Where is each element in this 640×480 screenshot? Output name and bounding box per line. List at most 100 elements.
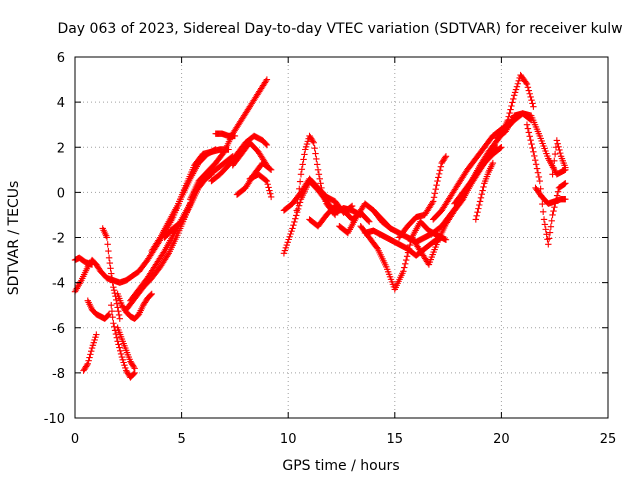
y-tick-label: -2 bbox=[52, 232, 65, 247]
data-point bbox=[550, 164, 557, 171]
data-point bbox=[266, 187, 273, 194]
y-tick-label: -10 bbox=[44, 412, 65, 427]
data-point bbox=[284, 239, 291, 246]
data-point bbox=[262, 140, 270, 148]
data-point bbox=[303, 140, 311, 148]
x-tick-label: 20 bbox=[493, 432, 510, 447]
data-point bbox=[536, 177, 543, 185]
data-point bbox=[549, 211, 556, 219]
y-tick-label: -8 bbox=[52, 367, 65, 382]
x-tick-label: 0 bbox=[71, 432, 79, 447]
data-point bbox=[513, 83, 521, 90]
data-point bbox=[164, 251, 172, 258]
data-point bbox=[474, 209, 481, 216]
data-point bbox=[515, 77, 522, 85]
data-point bbox=[527, 136, 534, 144]
data-point bbox=[285, 236, 292, 243]
data-point bbox=[292, 215, 299, 222]
data-point bbox=[116, 347, 124, 354]
data-point bbox=[281, 247, 289, 254]
data-point bbox=[514, 80, 522, 87]
data-point bbox=[557, 149, 564, 157]
data-point bbox=[433, 181, 440, 189]
data-point bbox=[294, 205, 302, 213]
data-point bbox=[373, 244, 380, 251]
data-point bbox=[540, 216, 548, 223]
data-point bbox=[147, 291, 155, 299]
data-point bbox=[108, 274, 116, 282]
y-tick-label: -4 bbox=[52, 277, 65, 292]
data-point bbox=[116, 315, 123, 322]
data-point bbox=[89, 342, 97, 349]
data-point bbox=[315, 171, 323, 178]
data-point bbox=[156, 235, 163, 243]
data-point bbox=[312, 150, 319, 157]
data-point bbox=[403, 253, 411, 260]
data-point bbox=[550, 207, 557, 215]
data-point bbox=[83, 362, 91, 369]
data-point bbox=[231, 132, 239, 140]
data-point bbox=[531, 152, 538, 160]
data-point bbox=[545, 235, 553, 242]
data-series-layer bbox=[71, 71, 569, 381]
data-point bbox=[111, 289, 118, 297]
y-tick-label: 0 bbox=[57, 186, 65, 201]
data-point bbox=[110, 286, 118, 294]
data-point bbox=[296, 178, 304, 185]
tick-layer: 0 5 10 15 20 25 -10 -8 -6 -4 -2 0 2 4 6 bbox=[44, 51, 617, 447]
data-point bbox=[110, 283, 117, 291]
data-point bbox=[510, 92, 518, 99]
data-point bbox=[330, 210, 338, 217]
data-point bbox=[314, 166, 322, 174]
data-point bbox=[313, 155, 320, 163]
data-point bbox=[542, 226, 549, 233]
data-point bbox=[526, 90, 533, 97]
data-point bbox=[506, 109, 513, 117]
data-point bbox=[530, 103, 537, 110]
data-point bbox=[366, 218, 373, 225]
data-point bbox=[311, 144, 318, 152]
data-point bbox=[522, 79, 530, 86]
series-track-28 bbox=[395, 153, 450, 241]
data-point bbox=[103, 234, 111, 241]
series-track-34 bbox=[493, 110, 569, 178]
data-point bbox=[91, 336, 98, 344]
data-point bbox=[295, 192, 302, 200]
data-point bbox=[316, 175, 323, 183]
data-point bbox=[546, 229, 554, 236]
data-point bbox=[505, 113, 512, 120]
data-point bbox=[527, 93, 534, 101]
data-point bbox=[526, 133, 533, 140]
data-point bbox=[110, 320, 117, 327]
data-point bbox=[524, 84, 532, 91]
data-point bbox=[554, 188, 562, 195]
data-point bbox=[299, 161, 306, 168]
data-point bbox=[436, 167, 444, 174]
data-point bbox=[86, 354, 93, 361]
series-track-2 bbox=[71, 254, 96, 268]
data-point bbox=[348, 202, 356, 210]
data-point bbox=[88, 348, 95, 355]
data-point bbox=[90, 339, 97, 346]
data-point bbox=[402, 256, 410, 264]
data-point bbox=[441, 154, 449, 161]
data-point bbox=[109, 314, 116, 321]
data-point bbox=[88, 344, 96, 352]
y-tick-label: -6 bbox=[52, 322, 65, 337]
data-point bbox=[528, 140, 535, 148]
data-point bbox=[283, 241, 290, 249]
x-tick-label: 15 bbox=[387, 432, 404, 447]
data-point bbox=[472, 216, 480, 223]
data-point bbox=[429, 198, 437, 205]
data-point bbox=[148, 290, 155, 298]
data-point bbox=[310, 139, 317, 146]
data-point bbox=[309, 138, 317, 145]
data-point bbox=[511, 89, 519, 96]
data-point bbox=[553, 137, 561, 144]
data-point bbox=[115, 311, 123, 319]
data-point bbox=[131, 365, 138, 372]
data-point bbox=[510, 95, 517, 103]
data-point bbox=[160, 249, 167, 256]
